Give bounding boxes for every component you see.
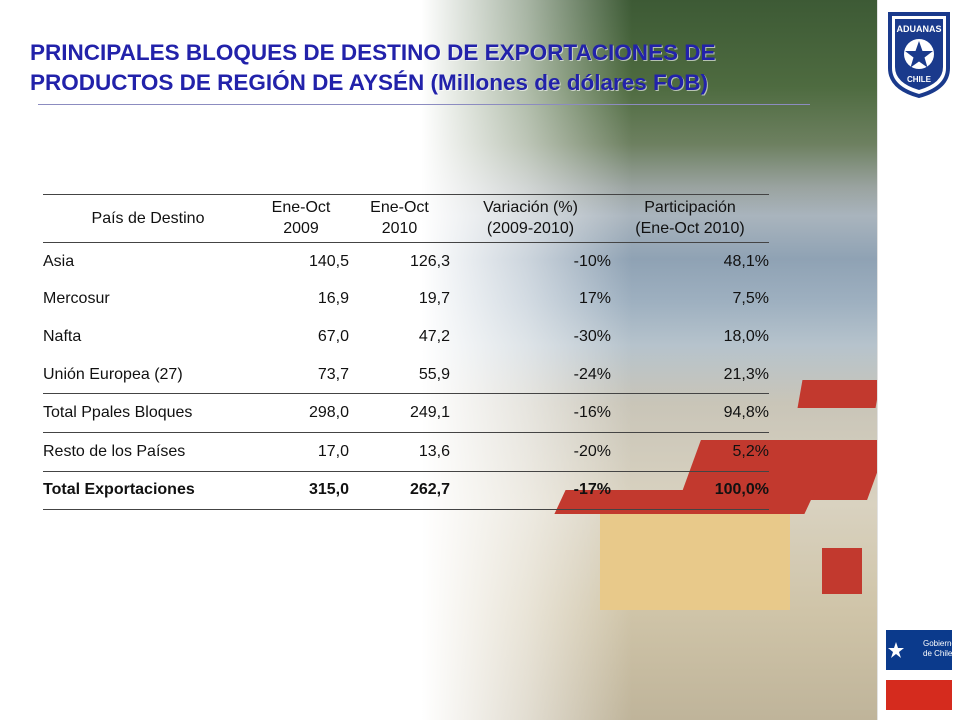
cell-variacion: -16% (450, 393, 611, 433)
table-row: Mercosur 16,9 19,7 17% 7,5% (43, 281, 769, 319)
cell-pais: Resto de los Países (43, 431, 253, 472)
aduanas-chile-logo-icon: ADUANAS CHILE (888, 12, 950, 98)
cell-participacion: 21,3% (723, 365, 769, 383)
cell-2009: 298,0 (253, 393, 349, 433)
table-row: Resto de los Países 17,0 13,6 -20% 5,2% (43, 431, 769, 472)
cell-2010: 249,1 (349, 393, 450, 433)
table-row: Unión Europea (27) 73,7 55,9 -24% 21,3% (43, 356, 769, 394)
header-variacion-line1: Variación (%) (483, 199, 578, 216)
cell-variacion: -30% (573, 327, 611, 345)
cell-pais: Mercosur (43, 290, 110, 308)
cell-participacion: 48,1% (723, 252, 769, 270)
cell-participacion: 7,5% (732, 290, 769, 308)
cell-2010: 19,7 (418, 290, 450, 308)
red-container (822, 548, 862, 594)
title-underline (38, 104, 810, 105)
header-participacion-line1: Participación (644, 199, 736, 216)
header-pais-label: País de Destino (91, 209, 205, 227)
header-2010-line2: 2010 (381, 220, 418, 237)
slide-title-line1: PRINCIPALES BLOQUES DE DESTINO DE EXPORT… (30, 40, 716, 65)
background-landscape-photo (0, 0, 889, 720)
cell-2009: 315,0 (253, 470, 349, 511)
header-2010: Ene-Oct 2010 (349, 194, 450, 243)
header-2010-line1: Ene-Oct (370, 199, 429, 216)
cell-participacion: 94,8% (611, 393, 769, 433)
slide-title: PRINCIPALES BLOQUES DE DESTINO DE EXPORT… (30, 38, 850, 98)
cell-pais: Unión Europea (27) (43, 365, 183, 383)
cell-2009: 67,0 (317, 327, 349, 345)
table-row: Nafta 67,0 47,2 -30% 18,0% (43, 318, 769, 356)
aduanas-logo-bottom-text: CHILE (907, 75, 932, 84)
cell-variacion: -17% (450, 470, 611, 511)
header-participacion: Participación (Ene-Oct 2010) (611, 194, 769, 243)
exports-table: País de Destino Ene-Oct 2009 Ene-Oct 201… (43, 194, 769, 511)
cell-2010: 126,3 (409, 252, 450, 270)
header-pais: País de Destino (43, 194, 253, 243)
cell-variacion: 17% (578, 290, 611, 308)
slide-title-line2: PRODUCTOS DE REGIÓN DE AYSÉN (Millones d… (30, 70, 709, 95)
header-variacion-line2: (2009-2010) (486, 220, 575, 237)
cell-2009: 16,9 (317, 290, 349, 308)
gobierno-de-chile-logo-icon: Gobierno de Chile (886, 630, 954, 710)
cell-participacion: 100,0% (611, 470, 769, 511)
header-2009: Ene-Oct 2009 (253, 194, 349, 243)
cell-variacion: -10% (573, 252, 611, 270)
header-variacion: Variación (%) (2009-2010) (450, 194, 611, 243)
cell-2009: 140,5 (308, 252, 349, 270)
cell-variacion: -24% (573, 365, 611, 383)
cell-pais: Nafta (43, 327, 82, 345)
cell-participacion: 18,0% (723, 327, 769, 345)
cell-variacion: -20% (450, 431, 611, 472)
cell-2010: 13,6 (349, 431, 450, 472)
cell-2009: 17,0 (253, 431, 349, 472)
right-sidebar: ADUANAS CHILE Gobierno de Chile (877, 0, 960, 720)
header-participacion-line2: (Ene-Oct 2010) (635, 220, 745, 237)
cell-pais: Total Exportaciones (43, 470, 253, 511)
aduanas-logo-top-text: ADUANAS (897, 24, 942, 34)
cell-2010: 55,9 (418, 365, 450, 383)
yellow-house (600, 500, 790, 610)
cell-2009: 73,7 (317, 365, 349, 383)
header-2009-line1: Ene-Oct (271, 199, 331, 216)
table-row-total: Total Exportaciones 315,0 262,7 -17% 100… (43, 470, 769, 511)
cell-pais: Asia (43, 252, 75, 270)
cell-pais: Total Ppales Bloques (43, 393, 253, 433)
cell-2010: 47,2 (418, 327, 450, 345)
cell-participacion: 5,2% (611, 431, 769, 472)
gobierno-logo-line1: Gobierno (923, 639, 954, 648)
cell-2010: 262,7 (349, 470, 450, 511)
table-row-subtotal: Total Ppales Bloques 298,0 249,1 -16% 94… (43, 393, 769, 433)
gobierno-logo-line2: de Chile (923, 649, 953, 658)
red-roof-1 (797, 380, 881, 408)
table-row: Asia 140,5 126,3 -10% 48,1% (43, 243, 769, 281)
header-2009-line2: 2009 (283, 220, 319, 237)
table-header-row: País de Destino Ene-Oct 2009 Ene-Oct 201… (43, 194, 769, 243)
